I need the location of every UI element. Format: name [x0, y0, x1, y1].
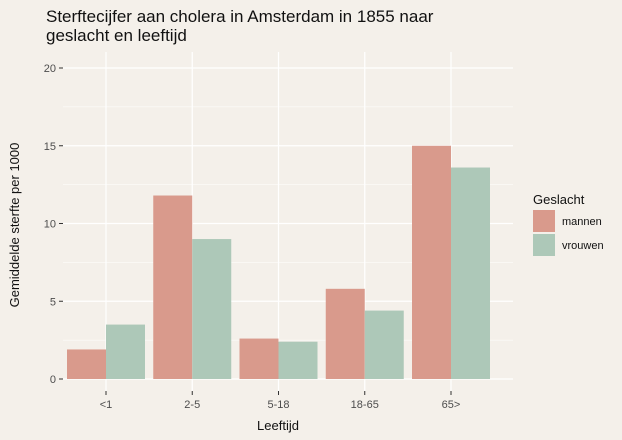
y-tick-label: 15	[44, 141, 56, 153]
legend-swatch-mannen	[533, 210, 555, 232]
bar-vrouwen	[106, 324, 145, 379]
bar-mannen	[325, 288, 365, 379]
x-axis-title: Leeftijd	[257, 418, 299, 433]
bar-mannen	[239, 338, 279, 379]
legend-title: Geslacht	[533, 192, 585, 207]
y-axis-title: Gemiddelde sterfte per 1000	[7, 143, 22, 308]
legend-label-vrouwen: vrouwen	[562, 240, 604, 252]
legend: Geslacht mannen vrouwen	[533, 192, 604, 256]
bar-vrouwen	[192, 239, 232, 379]
x-tick-label: 18-65	[351, 399, 379, 411]
bar-vrouwen	[451, 167, 490, 379]
x-tick-label: 65>	[442, 399, 461, 411]
chart-title-line-2: geslacht en leeftijd	[46, 26, 187, 45]
x-tick-label: 2-5	[184, 399, 200, 411]
y-tick-label: 10	[44, 219, 56, 231]
chart-title-line-1: Sterftecijfer aan cholera in Amsterdam i…	[46, 7, 434, 26]
legend-swatch-vrouwen	[533, 234, 555, 256]
bar-vrouwen	[364, 310, 404, 379]
bar-mannen	[67, 349, 106, 379]
bar-mannen	[153, 195, 193, 379]
y-tick-label: 0	[50, 374, 56, 386]
x-tick-label: <1	[100, 399, 113, 411]
legend-label-mannen: mannen	[562, 216, 602, 228]
y-tick-label: 20	[44, 63, 56, 75]
bar-vrouwen	[278, 341, 318, 379]
bar-mannen	[412, 145, 451, 379]
x-tick-label: 5-18	[267, 399, 289, 411]
plot-area: 0 5 10 15 20 <1 2-5 5-18 18-65 65>	[44, 52, 513, 411]
y-tick-label: 5	[50, 296, 56, 308]
